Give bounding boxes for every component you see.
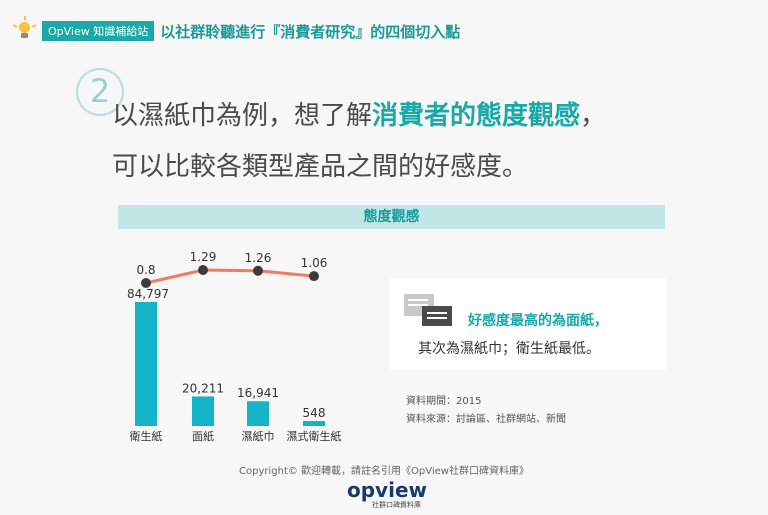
insight-box: 好感度最高的為面紙， 其次為濕紙巾；衛生紙最低。 bbox=[390, 278, 666, 370]
insight-line2: 其次為濕紙巾；衛生紙最低。 bbox=[418, 341, 600, 357]
category-label-0: 衛生紙 bbox=[130, 429, 163, 443]
bar-2 bbox=[247, 401, 269, 426]
line-series bbox=[145, 268, 315, 285]
headline-line2: 可以比較各類型產品之間的好感度。 bbox=[112, 152, 529, 182]
bar-0 bbox=[135, 302, 157, 426]
opview-logo: opview bbox=[347, 478, 427, 502]
headline-part1: 以濕紙巾為例，想了解 bbox=[112, 101, 373, 131]
category-label-3: 濕式衛生紙 bbox=[287, 429, 342, 443]
headline-part2: ， bbox=[580, 101, 607, 131]
bar-label-3: 548 bbox=[303, 406, 326, 420]
series-badge: OpView 知識補給站 bbox=[42, 21, 155, 41]
category-label-1: 面紙 bbox=[192, 429, 214, 443]
line-label-0: 0.8 bbox=[136, 263, 155, 277]
line-point-3 bbox=[309, 271, 319, 282]
logo-subtitle: 社群口碑資料庫 bbox=[372, 501, 421, 509]
line-point-2 bbox=[253, 265, 263, 276]
section-number: 2 bbox=[76, 68, 124, 116]
chart-band-title: 態度觀感 bbox=[118, 205, 665, 229]
lightbulb-icon bbox=[12, 16, 37, 42]
line-point-0 bbox=[141, 278, 151, 288]
bar-3 bbox=[303, 421, 325, 426]
headline: 以濕紙巾為例，想了解消費者的態度觀感， bbox=[112, 102, 606, 131]
top-bar: OpView 知識補給站 以社群聆聽進行『消費者研究』的四個切入點 bbox=[12, 16, 461, 42]
line-point-1 bbox=[198, 265, 208, 275]
chat-bubbles-icon bbox=[404, 294, 452, 332]
attitude-chart: 84,797 衛生紙 20,211 面紙 16,941 濕紙巾 548 濕式衛生紙 0.8 1.2… bbox=[127, 250, 342, 443]
bar-label-0: 84,797 bbox=[127, 287, 169, 301]
copyright-notice: Copyright© 歡迎轉載，請註名引用《OpView社群口碑資料庫》 bbox=[239, 466, 529, 477]
page-title: 以社群聆聽進行『消費者研究』的四個切入點 bbox=[160, 22, 461, 41]
data-source: 資料來源：討論區、社群網站、新聞 bbox=[406, 414, 566, 425]
bar-label-2: 16,941 bbox=[237, 386, 279, 400]
bar-label-1: 20,211 bbox=[182, 381, 224, 395]
data-period: 資料期間：2015 bbox=[406, 396, 482, 407]
insight-line1: 好感度最高的為面紙， bbox=[468, 313, 608, 329]
line-label-3: 1.06 bbox=[301, 256, 328, 270]
line-label-1: 1.29 bbox=[190, 250, 217, 264]
headline-emphasis: 消費者的態度觀感 bbox=[372, 101, 581, 131]
category-label-2: 濕紙巾 bbox=[242, 429, 275, 443]
line-label-2: 1.26 bbox=[245, 251, 272, 265]
bar-1 bbox=[192, 396, 214, 426]
